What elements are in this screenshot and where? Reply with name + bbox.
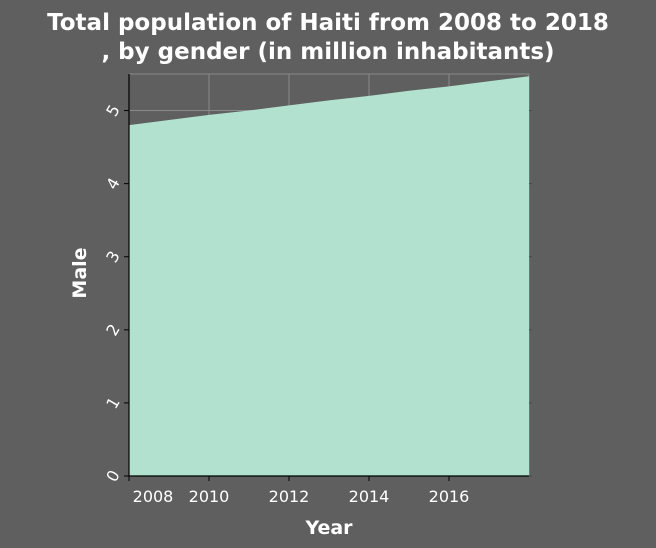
y-tick-label: 3 <box>102 248 124 266</box>
x-tick-label: 2012 <box>269 487 310 506</box>
y-tick-label: 2 <box>102 321 124 339</box>
x-tick-label: 2016 <box>429 487 470 506</box>
axes <box>124 74 532 481</box>
chart-title-line-2: , by gender (in million inhabitants) <box>101 39 554 65</box>
x-tick-label: 2014 <box>349 487 390 506</box>
chart-title-line-1: Total population of Haiti from 2008 to 2… <box>47 10 609 36</box>
y-tick-label: 4 <box>102 174 124 192</box>
x-axis-label: Year <box>304 517 353 539</box>
y-tick-label: 1 <box>102 394 124 412</box>
tick-labels: 2008 2010 2012 2014 2016 0 1 2 3 4 5 <box>102 101 469 506</box>
y-tick-label: 0 <box>102 467 124 485</box>
x-tick-label: 2008 <box>133 487 174 506</box>
y-axis-label: Male <box>69 247 91 298</box>
series-area <box>129 76 529 477</box>
area-series <box>129 76 529 477</box>
y-tick-label: 5 <box>102 101 124 119</box>
x-tick-label: 2010 <box>189 487 230 506</box>
